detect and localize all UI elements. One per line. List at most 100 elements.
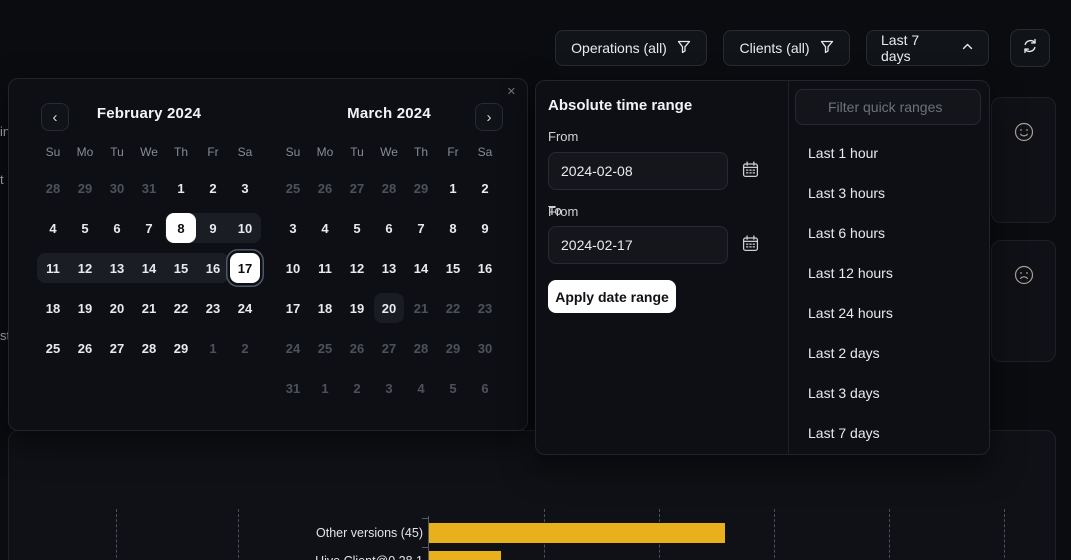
axis-tick — [422, 547, 429, 548]
calendar-day[interactable]: 11 — [46, 260, 60, 276]
calendar-day: 30 — [477, 340, 493, 356]
calendar-day[interactable]: 10 — [285, 260, 301, 276]
bar-label: Other versions (45) — [316, 526, 423, 540]
to-date-input[interactable] — [548, 226, 728, 264]
error-stat-card — [991, 240, 1056, 362]
weekday-label: Tu — [110, 145, 124, 159]
calendar-day[interactable]: 17 — [230, 253, 260, 283]
calendar-day[interactable]: 11 — [318, 260, 332, 276]
prev-month-button[interactable]: ‹ — [41, 103, 69, 131]
quick-range-item[interactable]: Last 3 days — [808, 385, 880, 401]
operations-filter-button[interactable]: Operations (all) — [555, 30, 707, 66]
quick-range-item[interactable]: Last 3 hours — [808, 185, 886, 201]
clients-filter-button[interactable]: Clients (all) — [723, 30, 850, 66]
calendar-day[interactable]: 10 — [237, 220, 253, 236]
from-calendar-icon-button[interactable] — [739, 160, 761, 182]
calendar-week: 17 18 19 20 21 22 23 — [277, 288, 501, 328]
operations-filter-label: Operations (all) — [571, 40, 667, 56]
calendar-day[interactable]: 1 — [449, 180, 457, 196]
to-calendar-icon-button[interactable] — [739, 234, 761, 256]
calendar-day[interactable]: 3 — [241, 180, 249, 196]
next-month-button[interactable]: › — [475, 103, 503, 131]
chart-y-axis — [428, 516, 429, 560]
calendar-day[interactable]: 1 — [177, 180, 185, 196]
quick-range-item[interactable]: Last 24 hours — [808, 305, 893, 321]
quick-range-item[interactable]: Last 7 days — [808, 425, 880, 441]
calendar-day: 27 — [349, 180, 365, 196]
calendar-day[interactable]: 18 — [317, 300, 333, 316]
calendar-day: 5 — [449, 380, 457, 396]
calendar-day[interactable]: 14 — [141, 260, 157, 276]
calendar-day[interactable]: 24 — [237, 300, 253, 316]
calendar-day[interactable]: 6 — [113, 220, 121, 236]
calendar-day[interactable]: 15 — [173, 260, 189, 276]
chart-gridline — [116, 509, 117, 560]
calendar-day: 4 — [417, 380, 425, 396]
calendar-day[interactable]: 18 — [45, 300, 61, 316]
calendar-day[interactable]: 13 — [109, 260, 125, 276]
calendar-day: 29 — [413, 180, 429, 196]
close-icon[interactable]: ✕ — [506, 86, 516, 98]
from-date-input[interactable] — [548, 152, 728, 190]
calendar-day[interactable]: 17 — [285, 300, 301, 316]
quick-range-item[interactable]: Last 2 days — [808, 345, 880, 361]
calendar-day[interactable]: 12 — [349, 260, 365, 276]
chart-bar — [429, 523, 725, 543]
calendar-day[interactable]: 16 — [205, 260, 221, 276]
calendar-day[interactable]: 13 — [381, 260, 397, 276]
calendar-day[interactable]: 22 — [173, 300, 189, 316]
calendar-day[interactable]: 3 — [289, 220, 297, 236]
calendar-day[interactable]: 7 — [145, 220, 153, 236]
calendar-day[interactable]: 7 — [417, 220, 425, 236]
calendar-day[interactable]: 8 — [449, 220, 457, 236]
calendar-day[interactable]: 20 — [109, 300, 125, 316]
calendar-day[interactable]: 20 — [374, 293, 404, 323]
quick-range-item[interactable]: Last 1 hour — [808, 145, 879, 161]
weekday-label: Su — [45, 145, 61, 159]
calendar-day[interactable]: 12 — [77, 260, 93, 276]
calendar-day[interactable]: 16 — [477, 260, 493, 276]
month-title: February 2024 — [96, 105, 202, 122]
calendar-day[interactable]: 5 — [81, 220, 89, 236]
calendar-day[interactable]: 15 — [445, 260, 461, 276]
weekday-label: Su — [285, 145, 301, 159]
filter-quick-ranges-input[interactable] — [795, 89, 981, 125]
calendar-day[interactable]: 25 — [45, 340, 61, 356]
calendar-day[interactable]: 23 — [205, 300, 221, 316]
bar-label: Hive Client@0.28.1 — [9, 551, 423, 560]
clipped-text-fragment: st — [0, 328, 9, 343]
quick-range-item[interactable]: Last 6 hours — [808, 225, 886, 241]
weekday-label: Tu — [350, 145, 364, 159]
quick-range-item[interactable]: Last 12 hours — [808, 265, 893, 281]
time-range-button[interactable]: Last 7 days — [866, 30, 989, 66]
calendar-day[interactable]: 2 — [209, 180, 217, 196]
calendar-day[interactable]: 9 — [481, 220, 489, 236]
calendar-day[interactable]: 4 — [49, 220, 57, 236]
calendar-day[interactable]: 9 — [209, 220, 217, 236]
calendar-day[interactable]: 28 — [141, 340, 157, 356]
calendar-week: 25 26 27 28 29 1 2 — [277, 168, 501, 208]
calendar-day[interactable]: 8 — [166, 213, 196, 243]
calendar-day[interactable]: 19 — [349, 300, 365, 316]
apply-date-range-button[interactable]: Apply date range — [548, 280, 676, 313]
calendar-day: 24 — [285, 340, 301, 356]
refresh-button[interactable] — [1010, 29, 1050, 67]
calendar-day[interactable]: 29 — [173, 340, 189, 356]
calendar-day[interactable]: 4 — [321, 220, 329, 236]
calendar-day[interactable]: 27 — [109, 340, 125, 356]
calendar-day[interactable]: 19 — [77, 300, 93, 316]
chart-gridline — [238, 509, 239, 560]
calendar-day[interactable]: 21 — [141, 300, 157, 316]
weekday-label: Th — [173, 145, 188, 159]
date-picker-calendar: ✕ ‹ › February 2024 Su Mo Tu We Th Fr Sa 28 29 3… — [8, 78, 528, 431]
clients-filter-label: Clients (all) — [739, 40, 810, 56]
calendar-day[interactable]: 6 — [385, 220, 393, 236]
calendar-day: 6 — [481, 380, 489, 396]
calendar-day[interactable]: 5 — [353, 220, 361, 236]
calendar-day[interactable]: 2 — [481, 180, 489, 196]
calendar-day[interactable]: 26 — [77, 340, 93, 356]
calendar-week: 28 29 30 31 1 2 3 — [37, 168, 261, 208]
refresh-icon — [1022, 38, 1038, 59]
calendar-day[interactable]: 14 — [413, 260, 429, 276]
chevron-right-icon: › — [486, 108, 492, 126]
